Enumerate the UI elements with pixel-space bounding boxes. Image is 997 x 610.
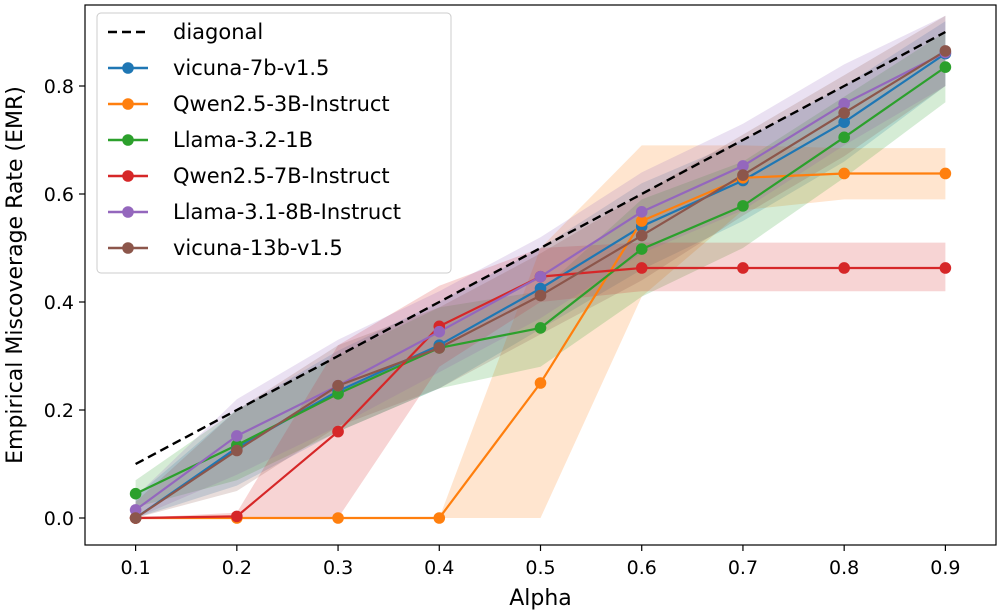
- legend-label-llama-3-1-8b-instruct: Llama-3.1-8B-Instruct: [173, 200, 401, 224]
- legend-marker-llama-3-2-1b: [122, 134, 134, 146]
- y-tick-label: 0.4: [44, 292, 74, 314]
- point-vicuna-13b-v1-5-3: [433, 342, 446, 354]
- legend-marker-vicuna-7b-v1-5: [122, 62, 134, 74]
- legend-label-vicuna-13b-v1-5: vicuna-13b-v1.5: [173, 236, 343, 260]
- x-tick-label: 0.9: [930, 557, 960, 579]
- point-vicuna-13b-v1-5-5: [635, 229, 648, 242]
- legend-label-llama-3-2-1b: Llama-3.2-1B: [173, 128, 313, 152]
- point-vicuna-13b-v1-5-7: [838, 107, 850, 119]
- y-axis-ticks: 0.0 0.2 0.4 0.6 0.8: [44, 76, 85, 530]
- x-tick-label: 0.3: [323, 557, 353, 579]
- legend-label-vicuna-7b-v1-5: vicuna-7b-v1.5: [173, 56, 329, 80]
- legend-marker-llama-3-1-8b-instruct: [122, 206, 134, 218]
- y-tick-label: 0.2: [44, 400, 74, 422]
- point-llama-3-2-1b-5: [635, 243, 648, 255]
- x-tick-label: 0.7: [728, 557, 758, 579]
- point-qwen2-5-3b-instruct-5: [635, 215, 648, 227]
- x-tick-label: 0.2: [222, 557, 252, 579]
- x-tick-label: 0.8: [829, 557, 859, 579]
- point-qwen2-5-7b-instruct-2: [332, 425, 344, 438]
- x-axis-ticks: 0.1 0.2 0.3 0.4 0.5 0.6 0.7 0.8 0.9: [121, 545, 960, 579]
- point-llama-3-1-8b-instruct-1: [231, 430, 243, 442]
- point-llama-3-2-1b-2: [332, 388, 344, 400]
- point-vicuna-13b-v1-5-2: [332, 379, 344, 392]
- point-llama-3-1-8b-instruct-5: [635, 206, 648, 218]
- point-qwen2-5-7b-instruct-6: [737, 262, 749, 274]
- point-qwen2-5-7b-instruct-7: [838, 262, 850, 274]
- band-qwen2-5-7b-instruct: [135, 242, 946, 518]
- legend: diagonal vicuna-7b-v1.5 Qwen2.5-3B-Instruc…: [96, 12, 452, 274]
- point-llama-3-2-1b-8: [939, 61, 952, 73]
- point-vicuna-13b-v1-5-0: [129, 512, 142, 524]
- legend-label-qwen2-5-7b-instruct: Qwen2.5-7B-Instruct: [173, 164, 390, 188]
- point-llama-3-2-1b-7: [838, 131, 850, 144]
- x-tick-label: 0.6: [627, 557, 657, 579]
- point-llama-3-1-8b-instruct-7: [838, 98, 850, 110]
- x-tick-label: 0.1: [121, 557, 151, 579]
- point-qwen2-5-7b-instruct-5: [635, 262, 648, 274]
- legend-box: [96, 12, 452, 274]
- point-qwen2-5-3b-instruct-8: [939, 167, 952, 180]
- y-tick-label: 0.0: [44, 508, 74, 530]
- point-llama-3-1-8b-instruct-3: [433, 325, 446, 338]
- diagonal-line: [135, 30, 946, 466]
- point-llama-3-1-8b-instruct-6: [737, 160, 749, 172]
- point-qwen2-5-3b-instruct-4: [534, 377, 547, 389]
- point-qwen2-5-3b-instruct-2: [332, 512, 344, 524]
- point-qwen2-5-7b-instruct-1: [231, 510, 243, 523]
- x-tick-label: 0.5: [525, 557, 555, 579]
- point-qwen2-5-7b-instruct-8: [939, 262, 952, 274]
- legend-marker-qwen2-5-7b-instruct: [122, 170, 134, 182]
- y-tick-label: 0.6: [44, 184, 74, 206]
- point-vicuna-13b-v1-5-6: [737, 169, 749, 181]
- point-vicuna-13b-v1-5-4: [534, 289, 547, 302]
- point-qwen2-5-3b-instruct-7: [838, 167, 850, 180]
- series-points: [129, 45, 952, 524]
- point-llama-3-2-1b-0: [129, 487, 142, 500]
- point-vicuna-13b-v1-5-1: [231, 444, 243, 457]
- x-axis-title: Alpha: [509, 586, 572, 610]
- y-tick-label: 0.8: [44, 76, 74, 98]
- point-vicuna-7b-v1-5-7: [838, 116, 850, 128]
- point-qwen2-5-3b-instruct-3: [433, 512, 446, 524]
- point-llama-3-1-8b-instruct-0: [129, 504, 142, 516]
- point-vicuna-13b-v1-5-8: [939, 45, 952, 57]
- point-llama-3-2-1b-6: [737, 200, 749, 212]
- legend-marker-qwen2-5-3b-instruct: [122, 98, 134, 110]
- legend-label-diagonal: diagonal: [173, 20, 263, 44]
- legend-label-qwen2-5-3b-instruct: Qwen2.5-3B-Instruct: [173, 92, 390, 116]
- x-tick-label: 0.4: [424, 557, 454, 579]
- y-axis-title: Empirical Miscoverage Rate (EMR): [3, 86, 28, 464]
- legend-marker-vicuna-13b-v1-5: [122, 242, 134, 254]
- point-llama-3-1-8b-instruct-4: [534, 270, 547, 283]
- point-llama-3-2-1b-4: [534, 322, 547, 334]
